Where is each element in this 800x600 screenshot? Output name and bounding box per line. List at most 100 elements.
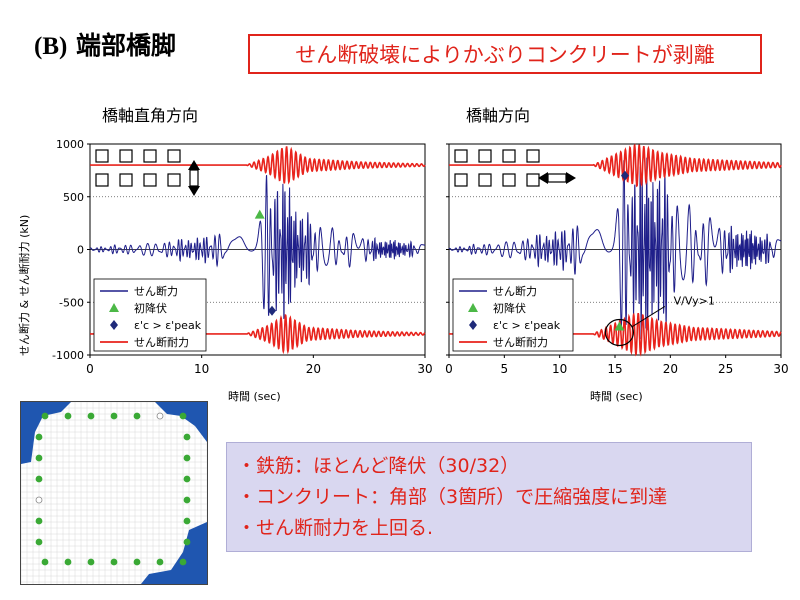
legend-label: せん断力 [493,284,537,298]
element-indicator [95,173,109,187]
direction-arrow-left [538,172,548,184]
element-indicator [143,173,157,187]
chart-right-title: 橋軸方向 [466,106,531,125]
series-capacity-upper [90,146,426,185]
y-tick-label: 1000 [56,138,84,151]
x-tick-label: 0 [86,362,94,376]
element-indicator [454,149,468,163]
title-prefix: (B) [34,33,68,60]
rebar-dot [183,517,191,525]
rebar-dot [35,475,43,483]
marker-first-yield [254,209,265,219]
annotation-arrow [632,306,666,327]
summary-line-concrete: ・コンクリート：角部（3箇所）で圧縮強度に到達 [237,486,668,508]
y-tick-label: 0 [77,244,84,257]
rebar-dot [35,496,43,504]
rebar-dot [35,433,43,441]
element-indicator [478,173,492,187]
rebar-dot [183,454,191,462]
x-tick-label: 15 [607,362,622,376]
annotation-label: V/Vy>1 [674,294,715,307]
rebar-dot [41,412,49,420]
element-indicator [502,149,516,163]
slide-title: (B) 端部橋脚 [34,26,176,62]
rebar-dot [183,496,191,504]
element-indicator [526,149,540,163]
crushed-zone-top-right [155,402,207,442]
rebar-dot [41,558,49,566]
element-indicator [119,149,133,163]
rebar-dot [133,558,141,566]
rebar-dot [35,538,43,546]
crushed-zone-top-left [21,402,71,464]
x-tick-label: 25 [718,362,733,376]
x-tick-label: 10 [194,362,209,376]
rebar-dot [183,475,191,483]
x-tick-label: 0 [445,362,453,376]
summary-box: ・鉄筋：ほとんど降伏（30/32） ・コンクリート：角部（3箇所）で圧縮強度に到… [226,442,752,552]
element-indicator [119,173,133,187]
element-indicator [526,173,540,187]
x-tick-label: 30 [417,362,432,376]
callout-box: せん断破壊によりかぶりコンクリートが剥離 [248,34,762,74]
element-indicator [143,149,157,163]
summary-line-capacity: ・せん断耐力を上回る. [237,517,434,539]
rebar-dot [64,558,72,566]
element-indicator [454,173,468,187]
series-shear-force [89,175,426,319]
rebar-dot [183,538,191,546]
direction-arrow-right [566,172,576,184]
legend-label: せん断力 [134,284,178,298]
direction-arrow-up [188,160,200,170]
chart-left-title: 橋軸直角方向 [102,106,199,125]
rebar-dot [183,433,191,441]
x-axis-label-left: 時間 (sec) [228,390,281,403]
legend-label: せん断耐力 [134,335,189,349]
x-axis-label-right: 時間 (sec) [590,390,643,403]
x-tick-label: 5 [501,362,509,376]
series-capacity-upper [449,143,782,188]
annotation-circle [604,318,635,347]
legend-swatch-peak-strain [110,320,118,330]
y-tick-label: 500 [63,191,84,204]
direction-arrow-body [189,169,199,187]
marker-peak-strain [620,170,629,181]
summary-line-rebar: ・鉄筋：ほとんど降伏（30/32） [237,455,520,477]
rebar-dot [87,558,95,566]
rebar-dot [156,412,164,420]
rebar-dot [35,454,43,462]
rebar-dot [179,412,187,420]
marker-peak-strain [268,305,277,316]
element-indicator [167,149,181,163]
legend-swatch-peak-strain [469,320,477,330]
marker-first-yield [614,321,625,331]
y-tick-label: -1000 [52,349,84,362]
x-tick-label: 20 [663,362,678,376]
legend-label: ε'c > ε'peak [493,319,561,332]
x-tick-label: 20 [306,362,321,376]
element-indicator [502,173,516,187]
direction-arrow-down [188,186,200,196]
x-tick-label: 10 [552,362,567,376]
rebar-dot [110,558,118,566]
element-indicator [95,149,109,163]
x-tick-label: 30 [773,362,788,376]
rebar-dot [64,412,72,420]
rebar-dot [110,412,118,420]
legend-swatch-first-yield [468,303,478,312]
element-indicator [167,173,181,187]
element-indicator [478,149,492,163]
legend-swatch-first-yield [109,303,119,312]
legend-label: 初降伏 [493,301,526,315]
legend-label: せん断耐力 [493,335,548,349]
rebar-dot [156,558,164,566]
rebar-dot [87,412,95,420]
rebar-dot [179,558,187,566]
legend-label: 初降伏 [134,301,167,315]
cross-section-diagram [20,401,208,585]
y-tick-label: -500 [59,296,84,309]
rebar-dot [35,517,43,525]
